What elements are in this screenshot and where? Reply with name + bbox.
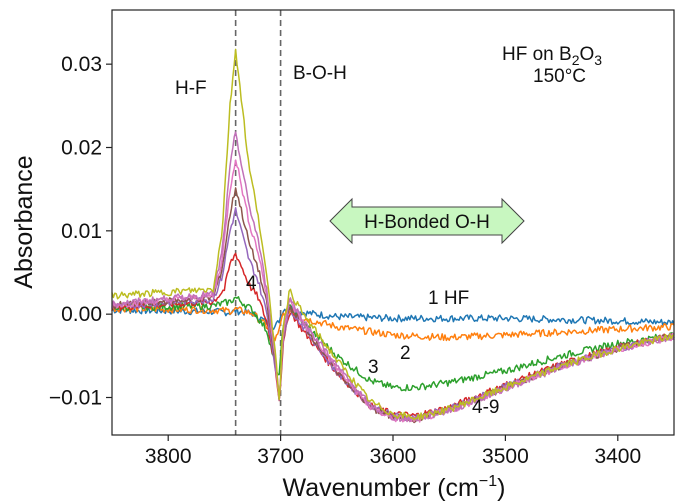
series-line-s2 xyxy=(111,304,675,342)
sample-prefix: HF on B xyxy=(502,44,572,65)
series-line-s8 xyxy=(111,131,675,423)
y-axis-ticks: −0.01 0.00 0.01 0.02 0.03 xyxy=(49,53,112,410)
x-axis-label-sup: −1 xyxy=(479,473,497,490)
x-tick-label: 3500 xyxy=(482,445,529,468)
y-tick-label: 0.00 xyxy=(61,303,102,326)
x-tick-label: 3700 xyxy=(257,445,304,468)
label-series-4-9: 4-9 xyxy=(472,397,499,418)
annotation-sample: HF on B2O3 xyxy=(502,44,602,68)
x-tick-label: 3800 xyxy=(145,445,192,468)
y-tick-label: −0.01 xyxy=(49,387,102,410)
label-series-3: 3 xyxy=(368,357,379,378)
annotation-hf: H-F xyxy=(175,78,207,99)
sample-mid: O xyxy=(580,44,595,65)
hbonded-arrow-label: H-Bonded O-H xyxy=(364,212,490,233)
x-tick-label: 3400 xyxy=(594,445,641,468)
y-tick-label: 0.03 xyxy=(61,53,102,76)
y-axis-label: Absorbance xyxy=(10,155,38,288)
hbonded-arrow-shape xyxy=(329,197,525,245)
hbonded-arrow: H-Bonded O-H xyxy=(329,197,525,245)
plot-area xyxy=(111,10,675,435)
label-series-4: 4 xyxy=(246,273,257,294)
x-axis-label-close: ) xyxy=(497,474,505,502)
x-axis-label-main: Wavenumber (cm xyxy=(283,474,479,502)
x-tick-label: 3600 xyxy=(370,445,417,468)
annotation-temperature: 150°C xyxy=(533,66,586,87)
label-series-1hf: 1 HF xyxy=(428,288,469,309)
series-line-s4 xyxy=(111,252,675,419)
x-axis-label: Wavenumber (cm−1) xyxy=(283,473,506,502)
x-axis-ticks: 3800 3700 3600 3500 3400 xyxy=(145,435,641,468)
label-series-2: 2 xyxy=(400,343,411,364)
sample-sub2: 3 xyxy=(594,52,602,68)
series-line-s9 xyxy=(111,48,675,421)
y-tick-label: 0.02 xyxy=(61,137,102,160)
sample-sub1: 2 xyxy=(572,52,580,68)
annotation-boh: B-O-H xyxy=(293,63,347,84)
y-tick-label: 0.01 xyxy=(61,220,102,243)
series-line-s5 xyxy=(111,206,675,422)
series-line-s3 xyxy=(111,296,675,392)
series-line-s1 xyxy=(111,305,675,331)
